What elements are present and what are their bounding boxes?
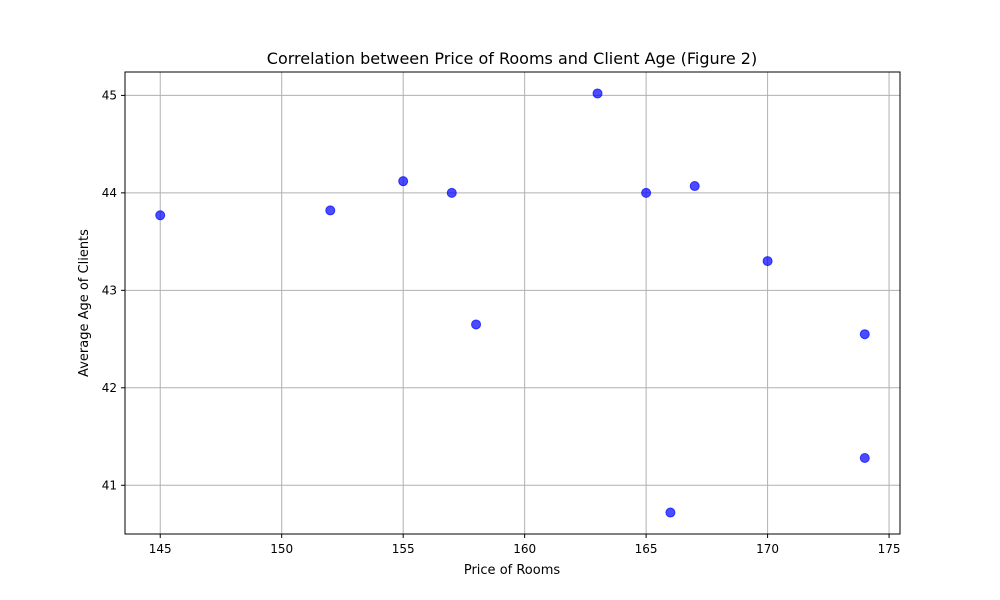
data-point (398, 176, 409, 187)
data-point (155, 210, 166, 221)
y-tick-label: 43 (102, 283, 117, 297)
data-point (325, 205, 336, 216)
x-tick-label: 145 (149, 542, 172, 556)
y-tick-label: 41 (102, 478, 117, 492)
y-tick-label: 44 (102, 186, 117, 200)
x-axis-ticks: 145 150 155 160 165 170 175 (149, 534, 901, 556)
data-point (859, 329, 870, 340)
x-tick-label: 160 (513, 542, 536, 556)
data-point (689, 181, 700, 192)
y-axis-label: Average Age of Clients (77, 229, 92, 377)
data-point (665, 507, 676, 518)
data-point (592, 88, 603, 99)
chart-title: Correlation between Price of Rooms and C… (267, 49, 757, 68)
grid (125, 72, 900, 534)
x-axis-label: Price of Rooms (464, 563, 561, 578)
x-tick-label: 155 (392, 542, 415, 556)
data-point (446, 187, 457, 198)
y-tick-label: 45 (102, 88, 117, 102)
y-axis-ticks: 41 42 43 44 45 (102, 88, 125, 492)
data-point (641, 187, 652, 198)
x-tick-label: 175 (878, 542, 901, 556)
plot-area (125, 72, 900, 534)
data-points (155, 88, 870, 518)
y-tick-label: 42 (102, 381, 117, 395)
x-tick-label: 170 (756, 542, 779, 556)
data-point (859, 452, 870, 463)
x-tick-label: 150 (270, 542, 293, 556)
data-point (762, 256, 773, 267)
data-point (471, 319, 482, 330)
plot-frame (124, 71, 901, 535)
x-tick-label: 165 (635, 542, 658, 556)
